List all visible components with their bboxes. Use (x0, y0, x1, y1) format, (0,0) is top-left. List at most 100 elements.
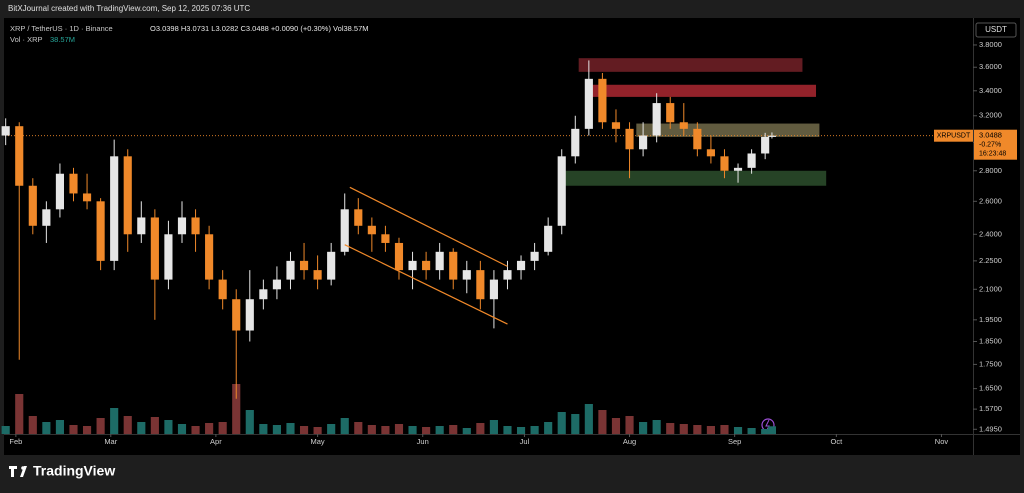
candle-body (218, 279, 227, 300)
brand-mark (9, 466, 27, 477)
volume-bar (15, 394, 24, 434)
y-tick-label: 1.4950 (979, 424, 1002, 433)
candle-body (693, 128, 702, 150)
volume-bar (516, 427, 526, 434)
volume-bar (218, 422, 227, 434)
volume-bar (557, 412, 566, 434)
volume-bar (584, 404, 593, 434)
volume-bar (232, 384, 241, 434)
volume-bar (394, 424, 404, 434)
candle-body (245, 299, 254, 331)
zone (636, 123, 820, 137)
candle-body (530, 251, 539, 261)
candle-body (557, 156, 566, 226)
candle-body (611, 122, 621, 129)
y-tick-label: 2.2500 (979, 256, 1002, 265)
zone (578, 58, 803, 72)
volume-bar (476, 423, 485, 434)
y-tick-label: 2.4000 (979, 229, 1002, 238)
candle-body (652, 103, 661, 136)
volume-bar (652, 420, 661, 434)
y-tick-label: 2.1000 (979, 284, 1002, 293)
candle-body (489, 279, 498, 300)
candle-body (625, 128, 634, 150)
candle-body (571, 128, 580, 157)
candle-body (82, 193, 92, 202)
currency-button[interactable] (975, 22, 1017, 38)
volume-bar (164, 420, 173, 434)
volume-bar (767, 426, 777, 434)
candle-body (767, 135, 777, 137)
x-tick-label: Mar (104, 437, 117, 446)
volume-bar (96, 418, 105, 434)
volume-bar (259, 424, 268, 434)
volume-bar (28, 416, 37, 434)
x-tick-label: May (311, 437, 325, 446)
x-tick-label: Aug (623, 437, 636, 446)
volume-bar (55, 420, 64, 434)
candle-body (28, 185, 37, 226)
price-tag (974, 129, 1017, 160)
volume-bar (462, 428, 471, 434)
volume-bar (598, 410, 607, 434)
candle-body (137, 217, 146, 235)
candle-body (286, 260, 295, 280)
brand-name: TradingView (33, 463, 115, 479)
volume-value: 38.57M (50, 35, 75, 44)
candle-body (679, 122, 688, 129)
y-tick-label: 3.2000 (979, 111, 1002, 120)
volume-bar (354, 422, 363, 434)
candle-body (394, 242, 404, 271)
candle-body (327, 251, 336, 280)
volume-bar (679, 424, 688, 434)
volume-bar (408, 426, 417, 434)
volume-bar (327, 424, 336, 434)
candle-body (747, 153, 756, 168)
volume-bar (42, 422, 51, 434)
candle-body (354, 209, 363, 226)
volume-bar (761, 429, 770, 434)
volume-bar (625, 416, 634, 434)
candle-body (516, 260, 526, 271)
price-tag-change: -0.27% (979, 142, 1001, 149)
volume-bar (530, 426, 539, 434)
candle-body (733, 167, 743, 171)
candle-body (503, 270, 512, 280)
symbol[interactable]: XRP / TetherUS · 1D · Binance (10, 24, 113, 33)
volume-bar (340, 418, 349, 434)
candle-body (164, 234, 173, 280)
y-tick-label: 3.4000 (979, 86, 1002, 95)
candle-body (1, 126, 10, 136)
ohlc: O3.0398 H3.0731 L3.0282 C3.0488 +0.0090 … (150, 24, 369, 33)
candle-body (422, 260, 431, 271)
price-tag-value: 3.0488 (979, 131, 1002, 140)
volume-bar (449, 425, 458, 434)
symbol-tag (934, 129, 973, 142)
x-tick-label: Sep (728, 437, 741, 446)
candle-body (381, 234, 390, 243)
volume-bar (286, 423, 295, 434)
volume-bar (733, 427, 743, 434)
volume-bar (720, 425, 729, 434)
volume-bar (313, 427, 322, 434)
volume-bar (422, 427, 431, 434)
candle-body (435, 251, 444, 271)
candle-body (544, 225, 553, 252)
currency[interactable]: USDT (985, 25, 1007, 34)
y-tick-label: 1.6500 (979, 384, 1002, 393)
y-tick-label: 1.9500 (979, 315, 1002, 324)
volume-bar (611, 418, 621, 434)
volume-bar (191, 426, 200, 434)
candle-body (639, 135, 648, 150)
volume-bar (205, 423, 214, 434)
candle-body (69, 173, 78, 194)
candle-body (720, 156, 729, 171)
x-tick-label: Oct (831, 437, 844, 446)
candle-body (598, 78, 607, 123)
candle-body (55, 173, 64, 210)
volume-bar (69, 425, 78, 434)
trendline (349, 186, 508, 267)
candle-body (476, 270, 485, 300)
